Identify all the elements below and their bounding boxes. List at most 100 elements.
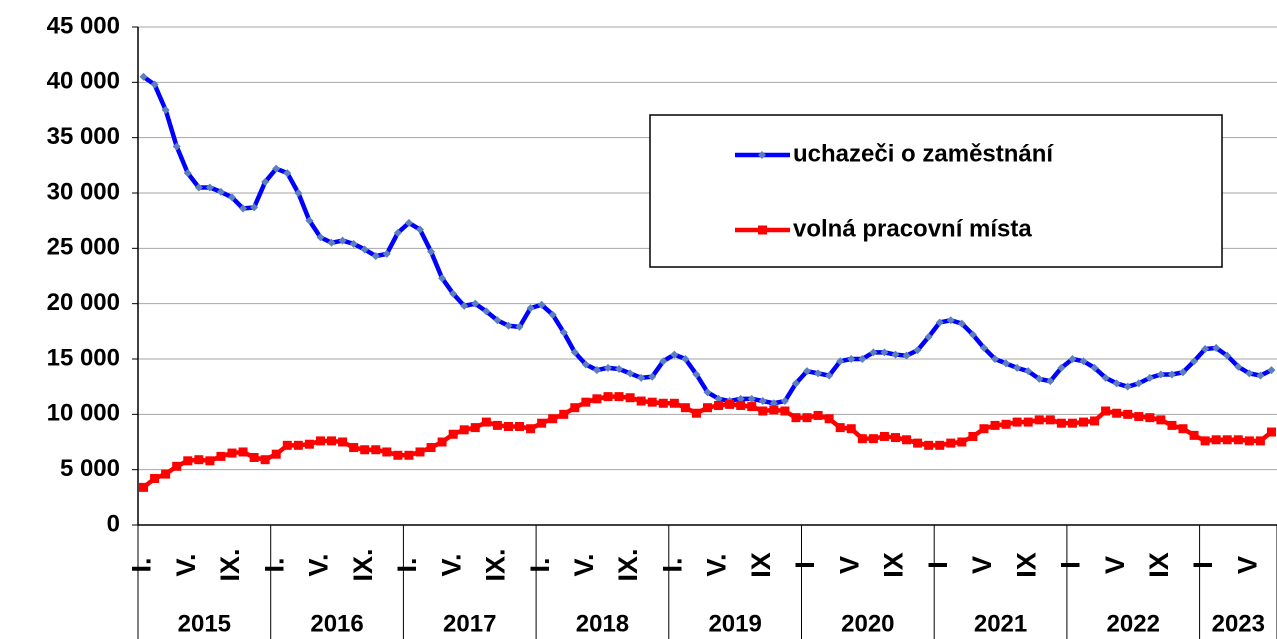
marker: [559, 328, 568, 337]
marker: [703, 388, 712, 397]
marker: [813, 410, 823, 420]
marker: [991, 355, 1000, 363]
marker: [714, 400, 724, 410]
marker: [371, 252, 380, 261]
marker: [216, 187, 225, 196]
year-label: 2017: [443, 610, 496, 637]
marker: [1123, 409, 1133, 419]
marker: [1056, 418, 1066, 428]
marker: [1167, 370, 1176, 379]
y-tick-label: 20 000: [47, 289, 120, 316]
marker: [880, 348, 889, 357]
marker: [736, 400, 746, 410]
marker: [935, 440, 945, 450]
marker: [1145, 413, 1155, 423]
marker: [227, 193, 236, 202]
marker: [626, 369, 635, 378]
marker: [526, 304, 535, 313]
marker: [227, 448, 237, 458]
marker: [1112, 379, 1121, 388]
marker: [194, 183, 203, 192]
month-label: IX.: [348, 548, 378, 581]
marker: [172, 461, 182, 471]
marker: [648, 372, 657, 381]
marker: [581, 397, 591, 407]
marker: [615, 364, 624, 373]
marker: [680, 403, 690, 413]
marker: [1090, 416, 1100, 426]
marker: [592, 366, 601, 375]
month-label: V: [967, 556, 997, 574]
marker: [1112, 408, 1122, 418]
marker: [250, 203, 259, 212]
marker: [1001, 419, 1011, 429]
marker: [282, 440, 292, 450]
marker: [1156, 415, 1166, 425]
marker: [327, 436, 337, 446]
month-label: I: [790, 561, 820, 569]
marker: [537, 300, 546, 309]
marker: [1145, 373, 1154, 382]
month-label: V.: [702, 553, 732, 576]
marker: [482, 307, 491, 316]
marker: [1244, 436, 1254, 446]
month-label: I: [1188, 561, 1218, 569]
marker: [293, 440, 303, 450]
marker: [868, 434, 878, 444]
marker: [1057, 363, 1066, 372]
marker: [1045, 415, 1055, 425]
marker: [825, 371, 834, 380]
marker: [1178, 424, 1188, 434]
marker: [272, 164, 281, 173]
marker: [581, 360, 590, 369]
month-label: I.: [392, 557, 422, 572]
legend-marker: [758, 225, 767, 235]
marker: [658, 398, 668, 408]
month-label: IX: [879, 552, 909, 578]
marker: [460, 301, 469, 310]
marker: [360, 245, 369, 254]
marker: [637, 373, 646, 382]
marker: [183, 456, 193, 466]
marker: [150, 80, 159, 89]
marker: [271, 449, 281, 459]
marker: [1067, 418, 1077, 428]
marker: [990, 420, 1000, 430]
marker: [1200, 436, 1210, 446]
marker: [891, 350, 900, 359]
marker: [161, 469, 171, 479]
y-tick-label: 0: [107, 510, 120, 537]
marker: [360, 445, 370, 455]
marker: [493, 316, 502, 325]
month-label: V: [834, 556, 864, 574]
marker: [924, 440, 934, 450]
marker: [205, 183, 214, 192]
marker: [260, 455, 270, 465]
marker: [415, 225, 424, 234]
marker: [139, 482, 149, 492]
marker: [603, 392, 613, 402]
legend-marker: [758, 151, 766, 159]
marker: [1002, 359, 1011, 368]
marker: [1079, 357, 1088, 366]
marker: [1255, 436, 1265, 446]
marker: [404, 218, 413, 227]
marker: [1134, 412, 1144, 422]
marker: [548, 310, 557, 319]
marker: [515, 322, 524, 331]
month-label: V: [1232, 556, 1262, 574]
marker: [979, 424, 989, 434]
month-label: V.: [569, 553, 599, 576]
marker: [968, 431, 978, 441]
marker: [492, 420, 502, 430]
marker: [261, 177, 270, 186]
marker: [238, 447, 248, 457]
marker: [946, 316, 955, 325]
marker: [1101, 406, 1111, 416]
marker: [1167, 420, 1177, 430]
marker: [1134, 379, 1143, 388]
marker: [304, 439, 314, 449]
month-label: V.: [304, 553, 334, 576]
marker: [836, 357, 845, 366]
year-label: 2018: [576, 610, 629, 637]
